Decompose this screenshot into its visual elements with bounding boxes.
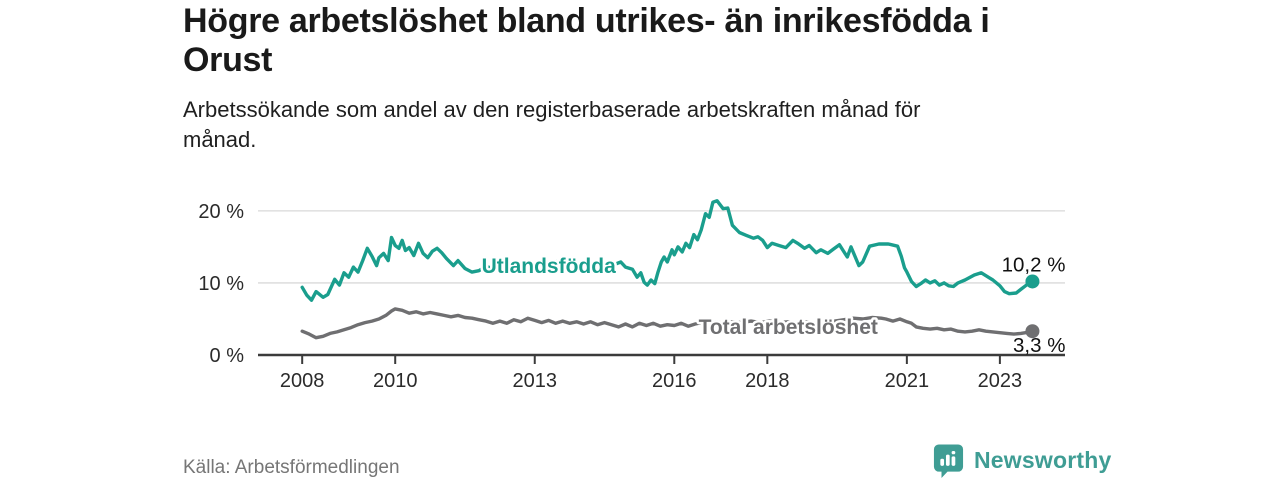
x-axis-tick-label: 2010 xyxy=(373,370,418,392)
subtitle-line-2: månad. xyxy=(183,127,257,152)
source-text: Källa: Arbetsförmedlingen xyxy=(183,457,400,478)
x-axis-tick-label: 2008 xyxy=(280,370,325,392)
y-axis-tick-label: 20 % xyxy=(198,201,244,223)
series-end-dot xyxy=(1025,324,1040,339)
x-axis-tick-label: 2016 xyxy=(652,370,697,392)
series-label: Utlandsfödda xyxy=(482,255,616,278)
page-subtitle: Arbetssökande som andel av den registerb… xyxy=(183,95,1063,155)
x-axis-tick-label: 2018 xyxy=(745,370,790,392)
title-line-1: Högre arbetslöshet bland utrikes- än inr… xyxy=(183,2,990,40)
page-title: Högre arbetslöshet bland utrikes- än inr… xyxy=(183,2,1113,80)
x-axis-tick-label: 2021 xyxy=(885,370,930,392)
subtitle-line-1: Arbetssökande som andel av den registerb… xyxy=(183,97,921,122)
bar-chart-bubble-icon xyxy=(933,444,964,478)
series-end-value: 3,3 % xyxy=(1013,334,1065,357)
title-line-2: Orust xyxy=(183,41,273,79)
series-line xyxy=(300,307,1035,340)
y-axis-tick-label: 0 % xyxy=(210,345,245,367)
newsworthy-logo: Newsworthy xyxy=(932,443,1111,478)
x-axis-tick-label: 2013 xyxy=(513,370,558,392)
series-label: Total arbetslöshet xyxy=(699,316,878,339)
x-axis-tick-label: 2023 xyxy=(978,370,1023,392)
series-end-dot xyxy=(1025,274,1040,289)
series-end-value: 10,2 % xyxy=(1002,253,1066,276)
y-axis-tick-label: 10 % xyxy=(198,273,244,295)
brand-wordmark: Newsworthy xyxy=(974,447,1112,473)
series-line xyxy=(300,199,1035,302)
